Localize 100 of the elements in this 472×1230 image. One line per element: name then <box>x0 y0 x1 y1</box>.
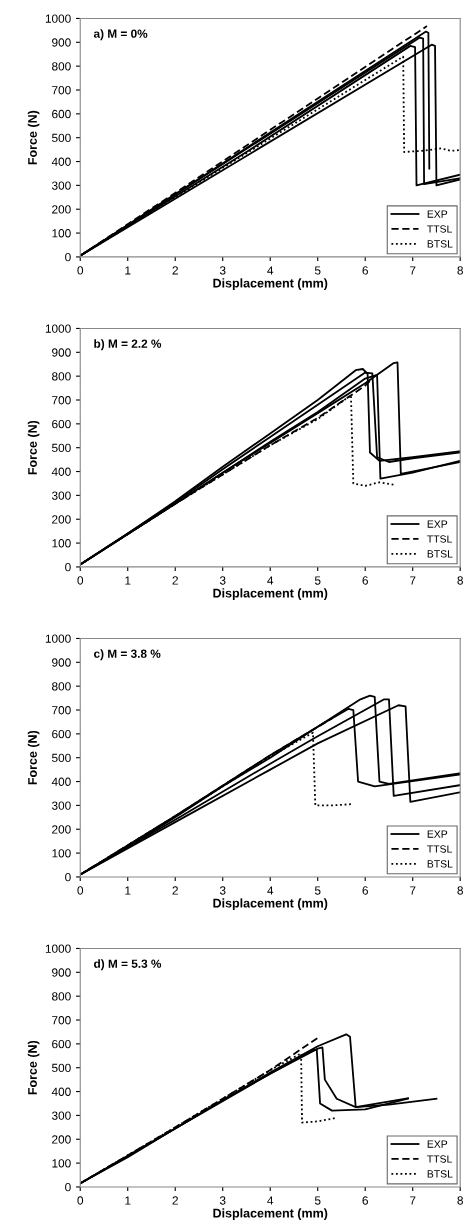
y-tick-label: 0 <box>65 872 71 882</box>
y-tick-label: 400 <box>51 467 71 476</box>
y-tick-label: 800 <box>52 372 71 381</box>
y-tick-label: 200 <box>52 825 71 834</box>
legend-label: BTSL <box>427 1170 453 1178</box>
x-tick-label: 6 <box>362 266 368 275</box>
legend-label: EXP <box>427 1140 448 1148</box>
y-tick-label: 600 <box>52 419 71 429</box>
x-tick-label: 8 <box>457 1196 463 1205</box>
y-tick-label: 100 <box>52 539 71 548</box>
x-tick-label: 1 <box>125 1196 131 1205</box>
x-tick-label: 2 <box>172 1196 178 1205</box>
y-tick-label: 300 <box>51 491 71 500</box>
y-tick-label: 500 <box>51 443 71 453</box>
legend-label: EXP <box>427 210 448 218</box>
x-tick-label: 5 <box>314 576 321 585</box>
x-tick-label: 4 <box>267 886 274 895</box>
y-tick-label: 1000 <box>45 634 71 643</box>
annotation: c) M = 3.8 % <box>94 649 161 661</box>
y-tick-label: 0 <box>65 252 71 262</box>
y-tick-label: 400 <box>51 157 71 166</box>
y-tick-label: 700 <box>52 86 71 95</box>
y-tick-label: 500 <box>51 133 71 143</box>
y-tick-label: 500 <box>51 1063 71 1073</box>
x-tick-label: 0 <box>77 576 84 585</box>
y-axis-title: Force (N) <box>27 420 40 475</box>
x-tick-label: 4 <box>267 1196 274 1205</box>
y-tick-label: 400 <box>51 1087 71 1096</box>
annotation: a) M = 0% <box>93 29 148 41</box>
annotation: d) M = 5.3 % <box>94 959 162 971</box>
legend-label: EXP <box>427 520 448 528</box>
x-tick-label: 3 <box>219 886 226 895</box>
y-tick-label: 100 <box>52 1159 71 1168</box>
x-tick-label: 6 <box>362 576 368 585</box>
legend-label: EXP <box>427 830 448 838</box>
y-axis-title: Force (N) <box>27 730 40 785</box>
y-tick-label: 500 <box>51 753 71 763</box>
y-tick-label: 200 <box>52 205 71 214</box>
y-tick-label: 1000 <box>45 14 71 23</box>
x-tick-label: 4 <box>267 266 274 275</box>
y-tick-label: 400 <box>51 777 71 786</box>
x-tick-label: 7 <box>410 886 416 895</box>
y-tick-label: 200 <box>52 515 71 524</box>
y-tick-label: 600 <box>52 109 71 119</box>
legend-label: TTSL <box>427 535 452 543</box>
legend-label: TTSL <box>427 1155 452 1163</box>
legend-label: BTSL <box>427 860 453 868</box>
y-tick-label: 900 <box>52 38 71 47</box>
x-tick-label: 3 <box>219 1196 226 1205</box>
x-tick-label: 2 <box>172 886 178 895</box>
x-tick-label: 0 <box>77 886 84 895</box>
y-tick-label: 800 <box>52 62 71 71</box>
x-tick-label: 8 <box>457 576 463 585</box>
legend-label: BTSL <box>427 550 453 558</box>
x-tick-label: 7 <box>410 576 416 585</box>
y-axis-title: Force (N) <box>27 1040 40 1095</box>
y-tick-label: 300 <box>51 181 71 190</box>
x-tick-label: 3 <box>219 576 226 585</box>
y-tick-label: 600 <box>52 1039 71 1049</box>
y-tick-label: 200 <box>52 1135 71 1144</box>
legend-label: BTSL <box>427 240 453 248</box>
y-tick-label: 100 <box>52 849 71 858</box>
annotation: b) M = 2.2 % <box>94 339 162 351</box>
legend-label: TTSL <box>427 845 452 853</box>
x-tick-label: 5 <box>314 266 321 275</box>
y-tick-label: 0 <box>65 562 71 572</box>
x-axis-title: Displacement (mm) <box>213 278 328 290</box>
y-tick-label: 900 <box>52 348 71 357</box>
x-tick-label: 2 <box>172 266 178 275</box>
x-tick-label: 0 <box>77 266 84 275</box>
x-tick-label: 7 <box>410 1196 416 1205</box>
y-tick-label: 900 <box>52 968 71 977</box>
x-tick-label: 7 <box>410 266 416 275</box>
y-tick-label: 900 <box>52 658 71 667</box>
y-axis-title: Force (N) <box>27 110 40 165</box>
y-tick-label: 300 <box>51 801 71 810</box>
x-tick-label: 8 <box>457 886 463 895</box>
x-tick-label: 6 <box>362 886 368 895</box>
x-axis-title: Displacement (mm) <box>213 588 328 600</box>
x-tick-label: 3 <box>219 266 226 275</box>
x-tick-label: 8 <box>457 266 463 275</box>
x-tick-label: 1 <box>125 266 131 275</box>
y-tick-label: 0 <box>65 1182 71 1192</box>
x-tick-label: 5 <box>314 1196 321 1205</box>
y-tick-label: 700 <box>52 1016 71 1025</box>
y-tick-label: 300 <box>51 1111 71 1120</box>
x-axis-title: Displacement (mm) <box>213 898 328 911</box>
x-tick-label: 0 <box>77 1196 84 1205</box>
y-tick-label: 1000 <box>45 324 71 333</box>
y-tick-label: 100 <box>52 229 71 238</box>
x-tick-label: 4 <box>267 576 274 585</box>
y-tick-label: 800 <box>52 992 71 1001</box>
legend-label: TTSL <box>427 225 452 233</box>
y-tick-label: 700 <box>52 396 71 405</box>
y-tick-label: 600 <box>52 729 71 739</box>
x-tick-label: 6 <box>362 1196 368 1205</box>
x-tick-label: 2 <box>172 576 178 585</box>
x-tick-label: 1 <box>125 886 131 895</box>
y-tick-label: 800 <box>52 682 71 691</box>
x-tick-label: 1 <box>125 576 131 585</box>
